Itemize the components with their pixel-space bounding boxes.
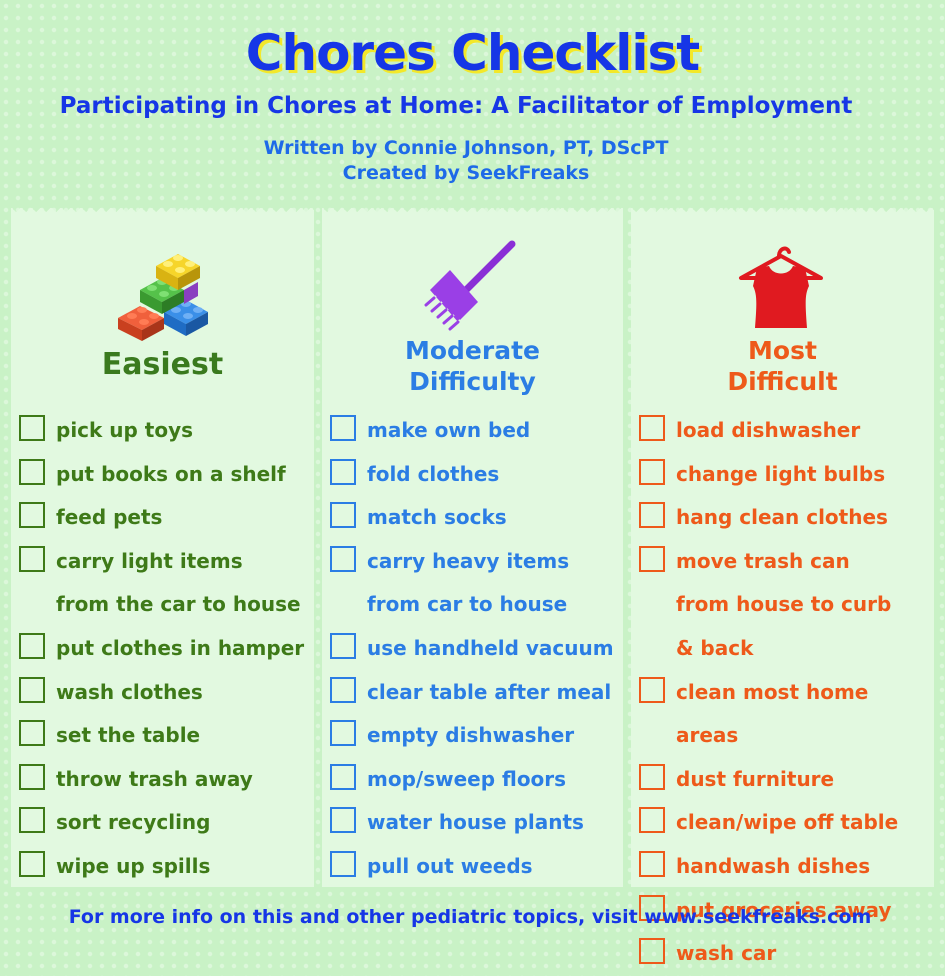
chore-item[interactable]: throw trash away xyxy=(11,758,314,802)
chore-item[interactable]: handwash dishes xyxy=(631,845,934,889)
checkbox[interactable] xyxy=(639,850,665,877)
checkbox[interactable] xyxy=(330,763,356,790)
checkbox[interactable] xyxy=(330,415,356,441)
chore-item[interactable]: put clothes in hamper xyxy=(11,627,314,671)
chore-item[interactable]: carry light items from the car to house xyxy=(11,540,301,627)
checkbox[interactable] xyxy=(19,458,45,485)
chore-item[interactable]: mop/sweep floors xyxy=(322,758,623,802)
checkbox[interactable] xyxy=(330,676,356,703)
lego-blocks-icon xyxy=(118,254,208,341)
chore-item[interactable]: change light bulbs xyxy=(631,453,934,497)
checkbox[interactable] xyxy=(330,458,356,485)
checkbox[interactable] xyxy=(19,415,45,441)
chore-item[interactable]: use handheld vacuum xyxy=(322,627,623,671)
checkbox[interactable] xyxy=(330,807,356,834)
checkbox[interactable] xyxy=(19,763,45,790)
checkbox[interactable] xyxy=(19,807,45,834)
chore-item[interactable]: put books on a shelf xyxy=(11,453,314,497)
checkbox[interactable] xyxy=(639,938,665,965)
checkbox[interactable] xyxy=(330,502,356,529)
checkbox[interactable] xyxy=(330,850,356,877)
broom-icon xyxy=(424,240,516,331)
chore-item[interactable]: wash clothes xyxy=(11,671,314,715)
creator-credit: Created by SeekFreaks xyxy=(342,162,590,184)
column-heading: Moderate Difficulty xyxy=(404,336,540,396)
chore-item[interactable]: clean/wipe off table xyxy=(631,801,934,845)
chore-item[interactable]: put groceries away xyxy=(631,889,934,933)
chore-list: pick up toys put books on a shelf feed p… xyxy=(11,409,314,889)
chore-item[interactable]: hang clean clothes xyxy=(631,496,934,540)
chore-list: make own bed fold clothes match socks ca… xyxy=(322,409,623,889)
checkbox[interactable] xyxy=(19,632,45,659)
checkbox[interactable] xyxy=(639,502,665,529)
shirt-on-hanger-icon xyxy=(739,246,823,328)
chore-item[interactable]: carry heavy items from car to house xyxy=(322,540,607,627)
chore-item[interactable]: load dishwasher xyxy=(631,409,934,453)
chore-item[interactable]: wash car xyxy=(631,932,934,976)
chore-item[interactable]: wipe up spills xyxy=(11,845,314,889)
chore-item[interactable]: pick up toys xyxy=(11,409,314,453)
checkbox[interactable] xyxy=(639,894,665,921)
chore-item[interactable]: empty dishwasher xyxy=(322,714,623,758)
checkbox[interactable] xyxy=(330,545,356,572)
chore-list: load dishwasher change light bulbs hang … xyxy=(631,409,934,976)
chore-item[interactable]: move trash can from house to curb & back xyxy=(631,540,906,671)
chore-item[interactable]: fold clothes xyxy=(322,453,623,497)
chore-item[interactable]: match socks xyxy=(322,496,623,540)
checkbox[interactable] xyxy=(639,807,665,834)
column-heading: Easiest xyxy=(101,347,224,382)
checkbox[interactable] xyxy=(639,415,665,441)
column-most-difficult: Most Difficult load dishwasher change li… xyxy=(631,208,934,965)
checkbox[interactable] xyxy=(19,502,45,529)
checkbox[interactable] xyxy=(639,763,665,790)
chore-item[interactable]: dust furniture xyxy=(631,758,934,802)
chore-item[interactable]: pull out weeds xyxy=(322,845,623,889)
chore-item[interactable]: feed pets xyxy=(11,496,314,540)
column-moderate-difficulty: Moderate Difficulty make own bed fold cl… xyxy=(322,208,623,889)
checkbox[interactable] xyxy=(19,850,45,877)
checkbox[interactable] xyxy=(639,545,665,572)
subtitle: Participating in Chores at Home: A Facil… xyxy=(59,93,853,119)
chore-item[interactable]: water house plants xyxy=(322,801,623,845)
column-easiest: Easiest pick up toys put books on a shel… xyxy=(11,208,314,889)
checkbox[interactable] xyxy=(19,545,45,572)
chore-item[interactable]: sort recycling xyxy=(11,801,314,845)
chore-item[interactable]: set the table xyxy=(11,714,314,758)
footer-note: For more info on this and other pediatri… xyxy=(68,906,872,928)
chore-item[interactable]: make own bed xyxy=(322,409,623,453)
column-heading: Most Difficult xyxy=(727,336,838,396)
checkbox[interactable] xyxy=(19,676,45,703)
checkbox[interactable] xyxy=(330,720,356,747)
chore-item[interactable]: clear table after meal xyxy=(322,671,623,715)
page-title: Chores Checklist xyxy=(245,24,700,82)
checkbox[interactable] xyxy=(19,720,45,747)
checkbox[interactable] xyxy=(330,632,356,659)
checkbox[interactable] xyxy=(639,676,665,703)
checkbox[interactable] xyxy=(639,458,665,485)
chore-item[interactable]: clean most home areas xyxy=(631,671,934,758)
author-credit: Written by Connie Johnson, PT, DScPT xyxy=(263,137,669,159)
